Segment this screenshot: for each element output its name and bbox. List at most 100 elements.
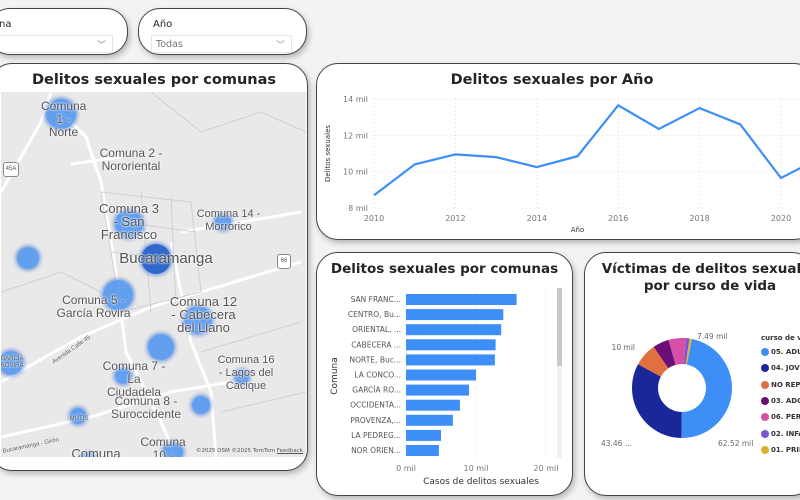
- bar-chart: 0 mil 10 mil 20 mil SAN FRANC... CENTRO, Bu.…: [330, 288, 562, 487]
- legend-marker: [761, 445, 769, 454]
- donut-slice[interactable]: [632, 364, 682, 438]
- bar[interactable]: [406, 324, 502, 336]
- bar[interactable]: [406, 294, 517, 305]
- y-tick-label: NOR ORIEN...: [351, 446, 401, 455]
- map-label: Comuna 5 - García Rovira: [56, 293, 131, 320]
- year-dropdown[interactable]: Todas ﹀: [151, 35, 292, 53]
- y-tick-label: 12 mil: [343, 131, 368, 140]
- y-tick-label: 14 mil: [343, 95, 368, 104]
- legend-marker: [761, 429, 769, 438]
- map-label: Comuna 7 - La Ciudadela: [102, 359, 166, 399]
- legend-item[interactable]: 04. JOVE: [761, 364, 800, 373]
- x-tick-label: 2012: [445, 214, 465, 223]
- bubble-map[interactable]: Comuna 1 - Norte Comuna 2 - Nororiental …: [1, 92, 306, 457]
- donut-chart-card: Víctimas de delitos sexuales por curso d…: [584, 252, 800, 496]
- map-label: Comuna 1 - Norte: [41, 99, 87, 139]
- donut-chart-title: Víctimas de delitos sexuales por curso d…: [601, 261, 800, 294]
- map-bubble[interactable]: [70, 408, 86, 424]
- map-label: Comuna 11 - Sur: [71, 446, 121, 457]
- map-label: Bucaramanga: [119, 250, 213, 267]
- bar-chart-title: Delitos sexuales por comunas: [330, 261, 559, 277]
- chevron-down-icon: ﹀: [275, 41, 285, 51]
- year-filter-card: Año Todas ﹀: [138, 8, 307, 55]
- map-bubble[interactable]: [184, 306, 212, 334]
- y-tick-label: CENTRO, Bu...: [348, 310, 401, 319]
- legend-title: curso de vida: [761, 334, 800, 342]
- x-tick-label: 10 mil: [464, 464, 489, 473]
- feedback-link[interactable]: Feedback: [276, 448, 303, 454]
- map-bubble[interactable]: [115, 210, 143, 238]
- series-line[interactable]: [373, 103, 800, 197]
- legend-label: NO REPO: [771, 380, 800, 389]
- map-label: Comuna 16 - Lagos del Cacique: [217, 354, 275, 392]
- bar[interactable]: [406, 309, 504, 321]
- y-tick-label: 8 mil: [348, 204, 368, 213]
- legend-item[interactable]: 06. PERS: [761, 413, 800, 422]
- map-bubble[interactable]: [79, 453, 97, 457]
- map-card: Delitos sexuales por comunas Comuna: [0, 63, 308, 471]
- x-tick-label: 2010: [364, 214, 384, 223]
- legend-marker: [761, 413, 769, 422]
- legend-item[interactable]: 05. ADUL: [761, 348, 800, 356]
- map-bubble[interactable]: [235, 370, 249, 384]
- donut-slice[interactable]: [653, 339, 676, 369]
- line-chart-card: Delitos sexuales por Año 8 mil 10 mil 12 m…: [316, 63, 800, 240]
- map-bubble[interactable]: [17, 247, 39, 269]
- y-tick-label: CABECERA ...: [351, 340, 401, 349]
- map-label: Comuna 10 - Provenza: [140, 435, 186, 458]
- donut-slice[interactable]: [683, 338, 690, 365]
- legend-label: 04. JOVE: [771, 364, 800, 373]
- legend-item[interactable]: 03. ADOL: [761, 396, 800, 405]
- bar[interactable]: [406, 339, 496, 351]
- bar-chart-card: Delitos sexuales por comunas 0 mil 10 mil…: [316, 252, 573, 496]
- map-label: GARCÍA ROVIRA: [1, 356, 24, 369]
- bar[interactable]: [406, 354, 495, 366]
- x-tick-label: 2016: [608, 214, 628, 223]
- y-tick-label: 10 mil: [343, 168, 368, 177]
- y-tick-label: LA CONCO...: [354, 371, 401, 380]
- map-bubble[interactable]: [215, 214, 231, 230]
- donut-slice[interactable]: [668, 338, 687, 365]
- data-label: 62.52 mil: [718, 439, 753, 448]
- legend-item[interactable]: NO REPO: [761, 380, 800, 389]
- map-bubble[interactable]: [103, 280, 133, 310]
- bar[interactable]: [406, 399, 460, 411]
- bar[interactable]: [406, 369, 476, 381]
- data-label: 10 mil: [612, 343, 635, 352]
- donut-slice[interactable]: [638, 346, 669, 377]
- map-bubble[interactable]: [115, 368, 131, 384]
- bar[interactable]: [406, 384, 469, 396]
- data-label: 7.49 mil: [697, 332, 728, 341]
- legend-marker: [761, 364, 769, 373]
- map-bubble[interactable]: [1, 351, 23, 375]
- legend-label: 05. ADUL: [771, 348, 800, 356]
- chevron-down-icon: ﹀: [96, 41, 106, 51]
- map-attribution: ©2025 OSM ©2025 TomTom Feedback: [196, 448, 303, 454]
- legend-label: 01. PRIM: [771, 445, 800, 454]
- y-tick-label: OCCIDENTA...: [350, 401, 401, 410]
- y-axis-title: Comuna: [330, 357, 340, 394]
- donut-slice[interactable]: [681, 338, 732, 438]
- donut-slice[interactable]: [685, 338, 692, 365]
- legend-item[interactable]: 01. PRIM: [761, 445, 800, 454]
- legend-marker: [761, 380, 769, 389]
- map-label: Comuna 12 - Cabecera del Llano: [169, 294, 238, 335]
- map-bubble[interactable]: [192, 396, 210, 414]
- scrollbar-thumb[interactable]: [557, 288, 562, 366]
- comuna-filter-card: na ﹀: [0, 8, 128, 55]
- map-label: MUTIS: [69, 416, 89, 422]
- bar[interactable]: [406, 414, 453, 426]
- y-axis-title: Delitos sexuales: [324, 125, 332, 182]
- map-bubble[interactable]: [148, 334, 174, 360]
- map-bubble[interactable]: [141, 244, 171, 274]
- comuna-dropdown[interactable]: ﹀: [0, 35, 113, 53]
- map-bubble[interactable]: [46, 99, 76, 129]
- attribution-text: ©2025 OSM ©2025 TomTom: [195, 448, 276, 454]
- legend-item[interactable]: 02. INFAN: [761, 429, 800, 438]
- bar[interactable]: [406, 445, 439, 456]
- y-tick-label: SAN FRANC...: [351, 295, 401, 304]
- scrollbar-track[interactable]: [557, 288, 562, 458]
- bar[interactable]: [406, 429, 441, 441]
- map-bubble[interactable]: [163, 442, 183, 457]
- line-chart: 8 mil 10 mil 12 mil 14 mil 2010 2012 2014 2016 2…: [324, 95, 800, 234]
